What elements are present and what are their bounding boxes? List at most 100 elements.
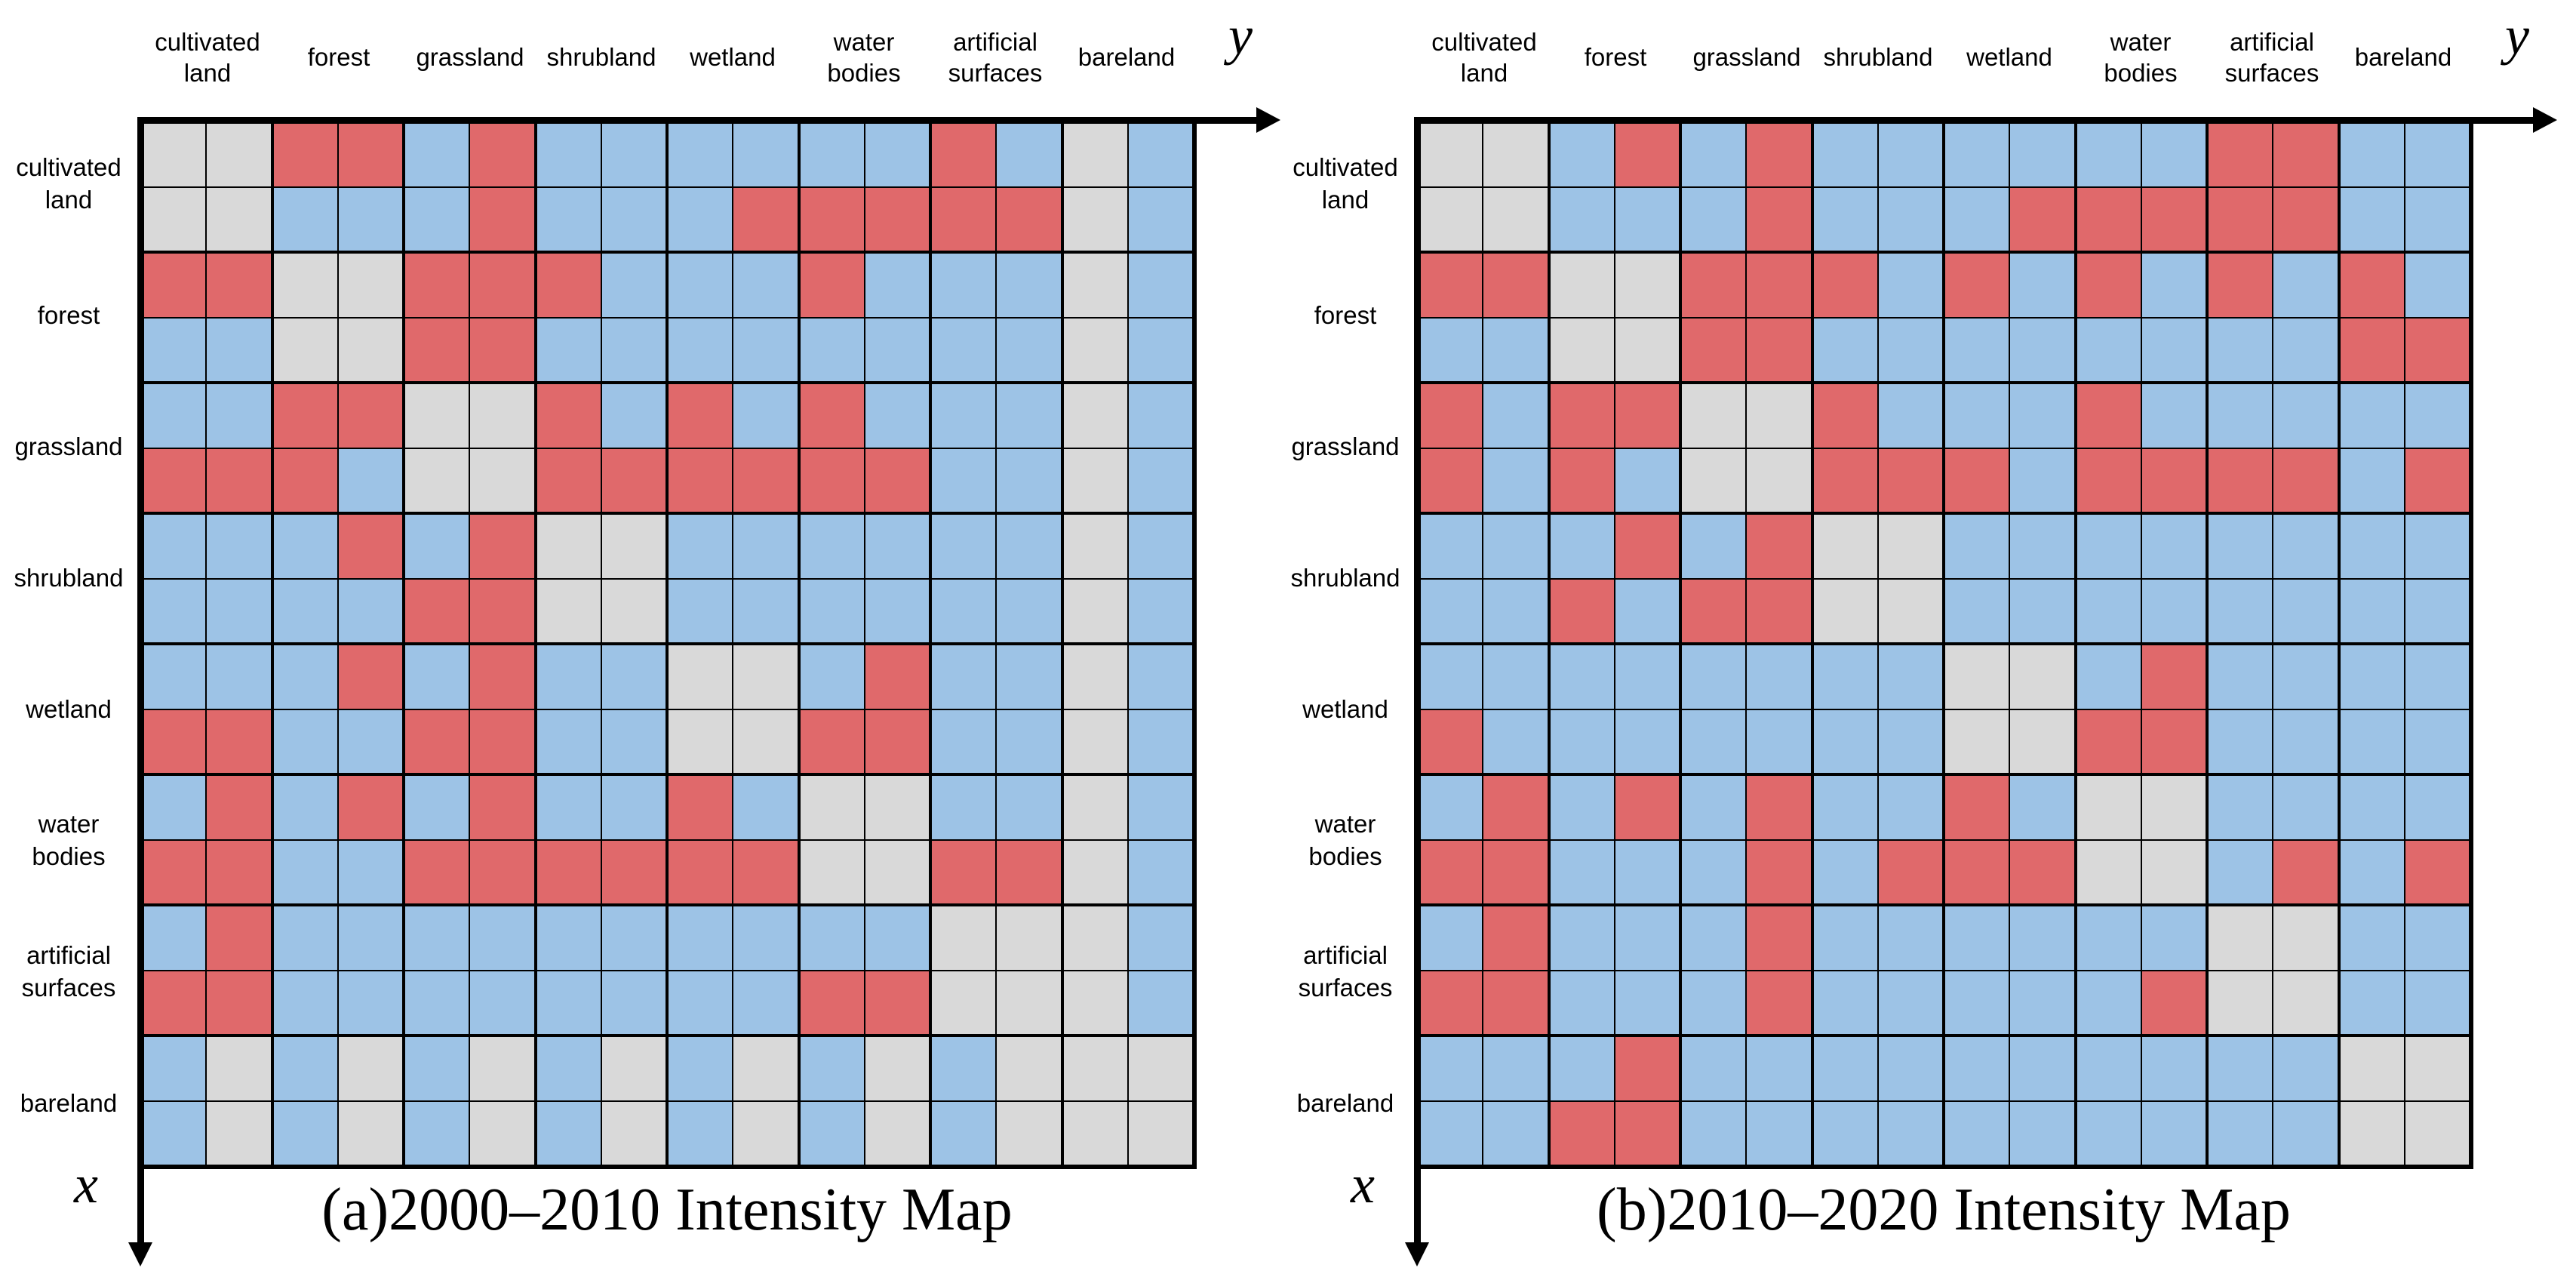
matrix-cell (932, 515, 996, 578)
matrix-cell (1483, 579, 1548, 642)
matrix-cell (273, 645, 337, 709)
matrix-cell (142, 187, 206, 251)
matrix-cell (1419, 187, 1483, 251)
matrix-cell (1945, 123, 2009, 186)
matrix-cell (1128, 645, 1192, 709)
category-block (2076, 123, 2206, 251)
matrix-cell (405, 906, 469, 970)
matrix-cell (273, 1037, 337, 1100)
map-title: (b)2010–2020 Intensity Map (1597, 1177, 2291, 1243)
matrix-cell (1483, 515, 1548, 578)
matrix-cell (470, 579, 534, 642)
matrix-cell (2010, 906, 2074, 970)
category-block (1419, 123, 1548, 251)
column-header-bareland: bareland (1077, 43, 1176, 72)
matrix-cell (536, 579, 601, 642)
category-block (932, 776, 1061, 903)
column-header-forest: forest (1584, 43, 1647, 72)
matrix-cell (932, 906, 996, 970)
matrix-cell (142, 123, 206, 186)
matrix-cell (1747, 1101, 1811, 1165)
category-block (669, 515, 798, 642)
category-block (273, 1037, 402, 1165)
matrix-cell (2010, 1037, 2074, 1100)
matrix-cell (997, 254, 1061, 317)
matrix-cell (1615, 254, 1679, 317)
matrix-cell (865, 776, 929, 839)
matrix-cell (2141, 448, 2206, 512)
matrix-cell (1419, 318, 1483, 381)
matrix-cell (2010, 840, 2074, 903)
matrix-cell (1063, 254, 1127, 317)
matrix-cell (997, 645, 1061, 709)
matrix-cell (1945, 840, 2009, 903)
matrix-cell (2141, 123, 2206, 186)
category-block (536, 776, 666, 903)
matrix-cell (1550, 187, 1614, 251)
matrix-cell (2340, 906, 2404, 970)
category-block (1550, 776, 1679, 903)
matrix-cell (405, 776, 469, 839)
category-block (405, 123, 534, 251)
category-block (669, 123, 798, 251)
category-block (1063, 384, 1192, 512)
matrix-cell (405, 1037, 469, 1100)
matrix-cell (536, 776, 601, 839)
matrix-cell (338, 123, 402, 186)
row-labels: cultivated land forest grassland shrubland w… (2, 118, 136, 1169)
matrix-cell (1747, 709, 1811, 773)
category-block (142, 254, 271, 381)
column-header-water-bodies: water bodies (2104, 27, 2178, 87)
column-header-shrubland: shrubland (546, 43, 656, 72)
category-block (142, 384, 271, 512)
matrix-cell (536, 906, 601, 970)
matrix-cell (2076, 448, 2141, 512)
category-block (2209, 645, 2338, 773)
matrix-cell (1483, 123, 1548, 186)
matrix-cell (1813, 906, 1877, 970)
category-block (1682, 123, 1811, 251)
matrix-cell (2076, 776, 2141, 839)
matrix-cell (470, 1101, 534, 1165)
matrix-cell (1063, 579, 1127, 642)
row-label-cultivated-land: cultivated land (1293, 153, 1398, 214)
matrix-cell (273, 384, 337, 448)
matrix-cell (1615, 709, 1679, 773)
category-block (1419, 906, 1548, 1034)
matrix-cell (142, 776, 206, 839)
matrix-cell (470, 318, 534, 381)
matrix-cell (932, 971, 996, 1034)
matrix-cell (273, 1101, 337, 1165)
category-block (800, 906, 929, 1034)
matrix-cell (997, 384, 1061, 448)
matrix-cell (2141, 645, 2206, 709)
matrix-cell (142, 645, 206, 709)
matrix-cell (207, 515, 271, 578)
matrix-cell (1682, 254, 1746, 317)
matrix-cell (2340, 776, 2404, 839)
matrix-cell (997, 515, 1061, 578)
matrix-cell (2405, 645, 2469, 709)
matrix-cell (1063, 1037, 1127, 1100)
matrix-cell (1878, 1037, 1942, 1100)
column-header-grassland: grassland (416, 43, 524, 72)
matrix-cell (2010, 187, 2074, 251)
matrix-cell (1945, 515, 2009, 578)
matrix-cell (1128, 384, 1192, 448)
matrix-cell (2076, 1101, 2141, 1165)
matrix-cell (405, 709, 469, 773)
matrix-cell (536, 515, 601, 578)
category-block (2209, 1037, 2338, 1165)
matrix-cell (1878, 384, 1942, 448)
matrix-cell (669, 187, 733, 251)
matrix-cell (142, 254, 206, 317)
matrix-cell (997, 906, 1061, 970)
category-block (800, 515, 929, 642)
matrix-cell (2010, 515, 2074, 578)
matrix-cell (470, 840, 534, 903)
matrix-cell (1747, 776, 1811, 839)
matrix-cell (2076, 318, 2141, 381)
category-block (273, 776, 402, 903)
matrix-cell (1813, 971, 1877, 1034)
category-block (1682, 384, 1811, 512)
